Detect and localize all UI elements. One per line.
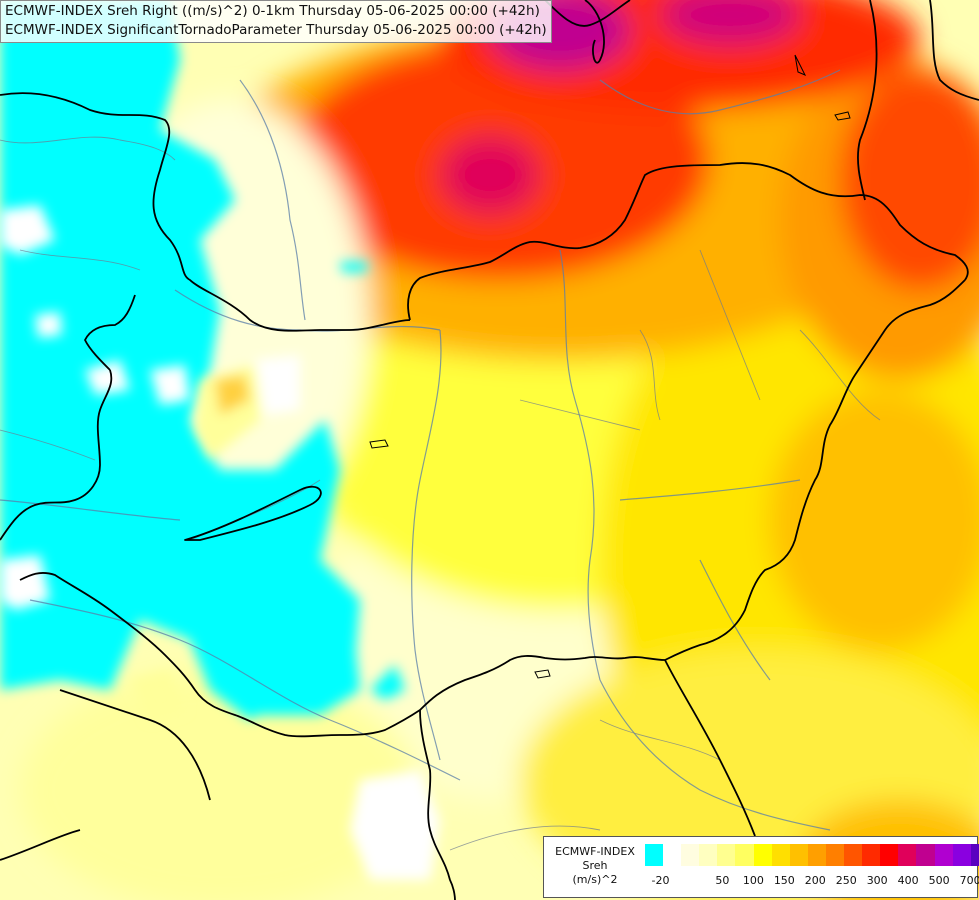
legend-color-scale bbox=[645, 844, 979, 866]
legend-label-line-1: ECMWF-INDEX bbox=[555, 845, 635, 858]
field-red-northeast bbox=[840, 70, 979, 290]
legend-swatch bbox=[862, 844, 881, 866]
legend-swatch bbox=[880, 844, 899, 866]
border-east-top bbox=[857, 0, 878, 201]
legend-tick-label: 100 bbox=[742, 874, 764, 887]
legend-tick-label: 700 bbox=[959, 874, 979, 887]
legend-swatch bbox=[825, 844, 845, 866]
border-southwest bbox=[0, 369, 113, 541]
legend-tick-label: 150 bbox=[773, 874, 795, 887]
border-far-south bbox=[0, 829, 81, 861]
legend-swatch bbox=[735, 844, 754, 866]
field-pale-southwest bbox=[20, 670, 420, 900]
legend-label-line-2: Sreh bbox=[582, 859, 608, 872]
map-title-box: ECMWF-INDEX Sreh Right ((m/s)^2) 0-1km T… bbox=[0, 0, 552, 43]
legend-swatch bbox=[916, 844, 935, 866]
color-legend: ECMWF-INDEX Sreh (m/s)^2 -20 50 100 150 200 2… bbox=[543, 836, 979, 898]
river-e bbox=[0, 499, 181, 521]
river-b bbox=[411, 329, 442, 761]
border-east bbox=[664, 279, 966, 661]
river-g bbox=[619, 479, 801, 501]
cyan-small-east bbox=[370, 665, 405, 700]
legend-tick-label: 50 bbox=[715, 874, 730, 887]
border-north-west bbox=[0, 92, 411, 332]
legend-swatch bbox=[952, 844, 971, 866]
border-south bbox=[19, 572, 341, 738]
border-ne bbox=[929, 0, 979, 101]
legend-swatch bbox=[807, 844, 826, 866]
river-f bbox=[599, 679, 831, 831]
legend-tick-label: 200 bbox=[804, 874, 826, 887]
river-j bbox=[699, 559, 771, 681]
field-negative-region bbox=[0, 0, 405, 720]
legend-label-line-3: (m/s)^2 bbox=[572, 873, 618, 886]
legend-swatch bbox=[771, 844, 790, 866]
cyan-small-north bbox=[340, 262, 368, 272]
legend-tick-label: -20 bbox=[651, 874, 670, 887]
legend-label: ECMWF-INDEX Sreh (m/s)^2 bbox=[548, 845, 642, 887]
river-h bbox=[239, 79, 306, 321]
river-d bbox=[29, 599, 461, 781]
lakes bbox=[369, 54, 851, 679]
rivers bbox=[0, 69, 841, 831]
border-west-inner bbox=[84, 294, 136, 371]
legend-swatch bbox=[844, 844, 863, 866]
river-i bbox=[599, 69, 841, 115]
legend-tick-label: 400 bbox=[897, 874, 919, 887]
border-north-mid bbox=[407, 162, 969, 321]
field-magenta-top2 bbox=[660, 0, 800, 45]
cyan-south-lobe bbox=[235, 640, 360, 715]
legend-swatch bbox=[717, 844, 736, 866]
legend-swatch bbox=[789, 844, 808, 866]
map-title-line-2: ECMWF-INDEX SignificantTornadoParameter … bbox=[5, 22, 547, 38]
border-top-mid bbox=[544, 0, 631, 27]
legend-swatch bbox=[934, 844, 953, 866]
legend-swatch bbox=[681, 844, 700, 866]
border-se-bottom bbox=[664, 659, 756, 837]
map-title-line-1: ECMWF-INDEX Sreh Right ((m/s)^2) 0-1km T… bbox=[5, 3, 540, 19]
legend-tick-label: 250 bbox=[835, 874, 857, 887]
legend-tick-label: 300 bbox=[866, 874, 888, 887]
legend-tick-labels: -20 50 100 150 200 250 300 400 500 700 bbox=[645, 874, 979, 888]
border-northwest-curve bbox=[59, 689, 211, 801]
border-south-2 bbox=[419, 709, 456, 900]
legend-swatch bbox=[753, 844, 772, 866]
border-north-loop bbox=[584, 0, 605, 64]
border-south-east bbox=[339, 655, 666, 736]
field-white-patches bbox=[0, 205, 440, 880]
legend-swatch bbox=[663, 844, 682, 866]
legend-swatch bbox=[898, 844, 917, 866]
field-crimson-a bbox=[440, 135, 540, 215]
legend-swatch bbox=[970, 844, 979, 866]
border-center-loop bbox=[184, 485, 322, 541]
legend-tick-label: 500 bbox=[928, 874, 950, 887]
legend-swatch bbox=[699, 844, 718, 866]
legend-swatch bbox=[645, 844, 664, 866]
river-c bbox=[559, 249, 601, 681]
cyan-main bbox=[0, 0, 360, 720]
